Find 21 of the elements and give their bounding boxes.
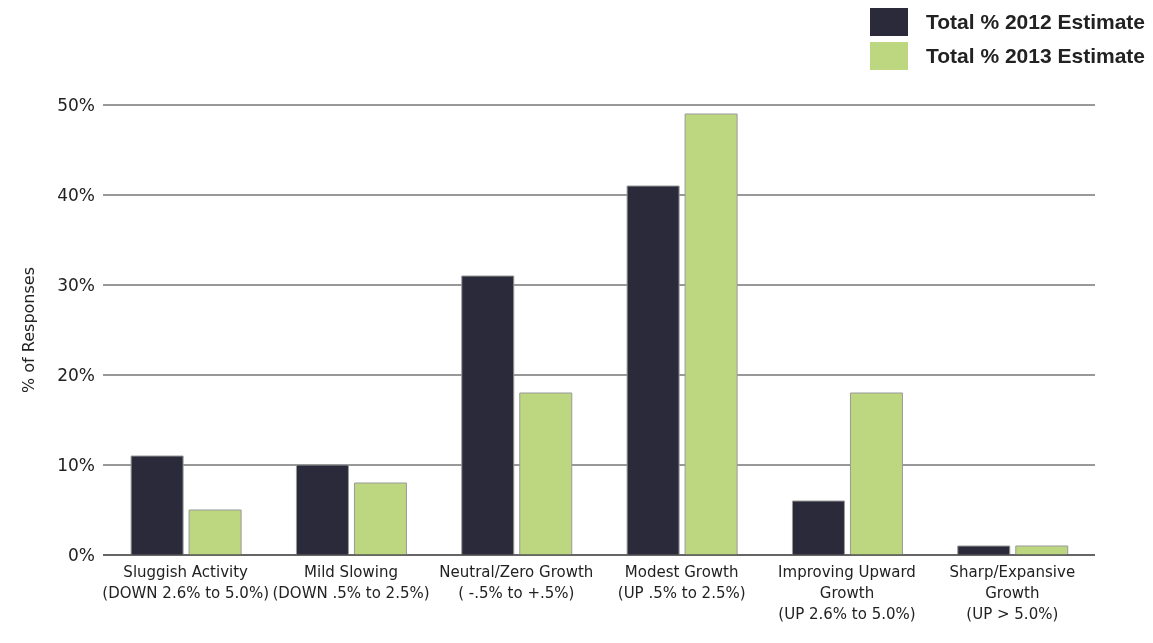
x-tick-label: Sharp/Expansive Growth (UP > 5.0%) [949, 563, 1076, 623]
legend-label: Total % 2012 Estimate [925, 10, 1145, 34]
x-tick-label: Sluggish Activity (DOWN 2.6% to 5.0%) [102, 563, 270, 602]
y-axis-title: % of Responses [18, 267, 38, 393]
y-tick-label: 40% [57, 185, 95, 206]
bar [1015, 545, 1069, 555]
y-tick-label: 20% [57, 365, 95, 386]
bar [188, 509, 242, 555]
y-tick-label: 0% [68, 545, 95, 566]
bar [849, 392, 903, 555]
x-tick-label: Neutral/Zero Growth ( -.5% to +.5%) [439, 563, 594, 602]
bar [353, 482, 407, 555]
legend-label: Total % 2013 Estimate [925, 44, 1145, 68]
y-tick-label: 50% [57, 95, 95, 116]
y-tick-label: 10% [57, 455, 95, 476]
x-tick-label: Mild Slowing (DOWN .5% to 2.5%) [272, 563, 430, 602]
y-tick-label: 30% [57, 275, 95, 296]
x-tick-label: Modest Growth (UP .5% to 2.5%) [617, 563, 746, 602]
bar [684, 113, 738, 555]
bar [519, 392, 573, 555]
x-tick-label: Improving Upward Growth (UP 2.6% to 5.0%) [778, 563, 916, 623]
